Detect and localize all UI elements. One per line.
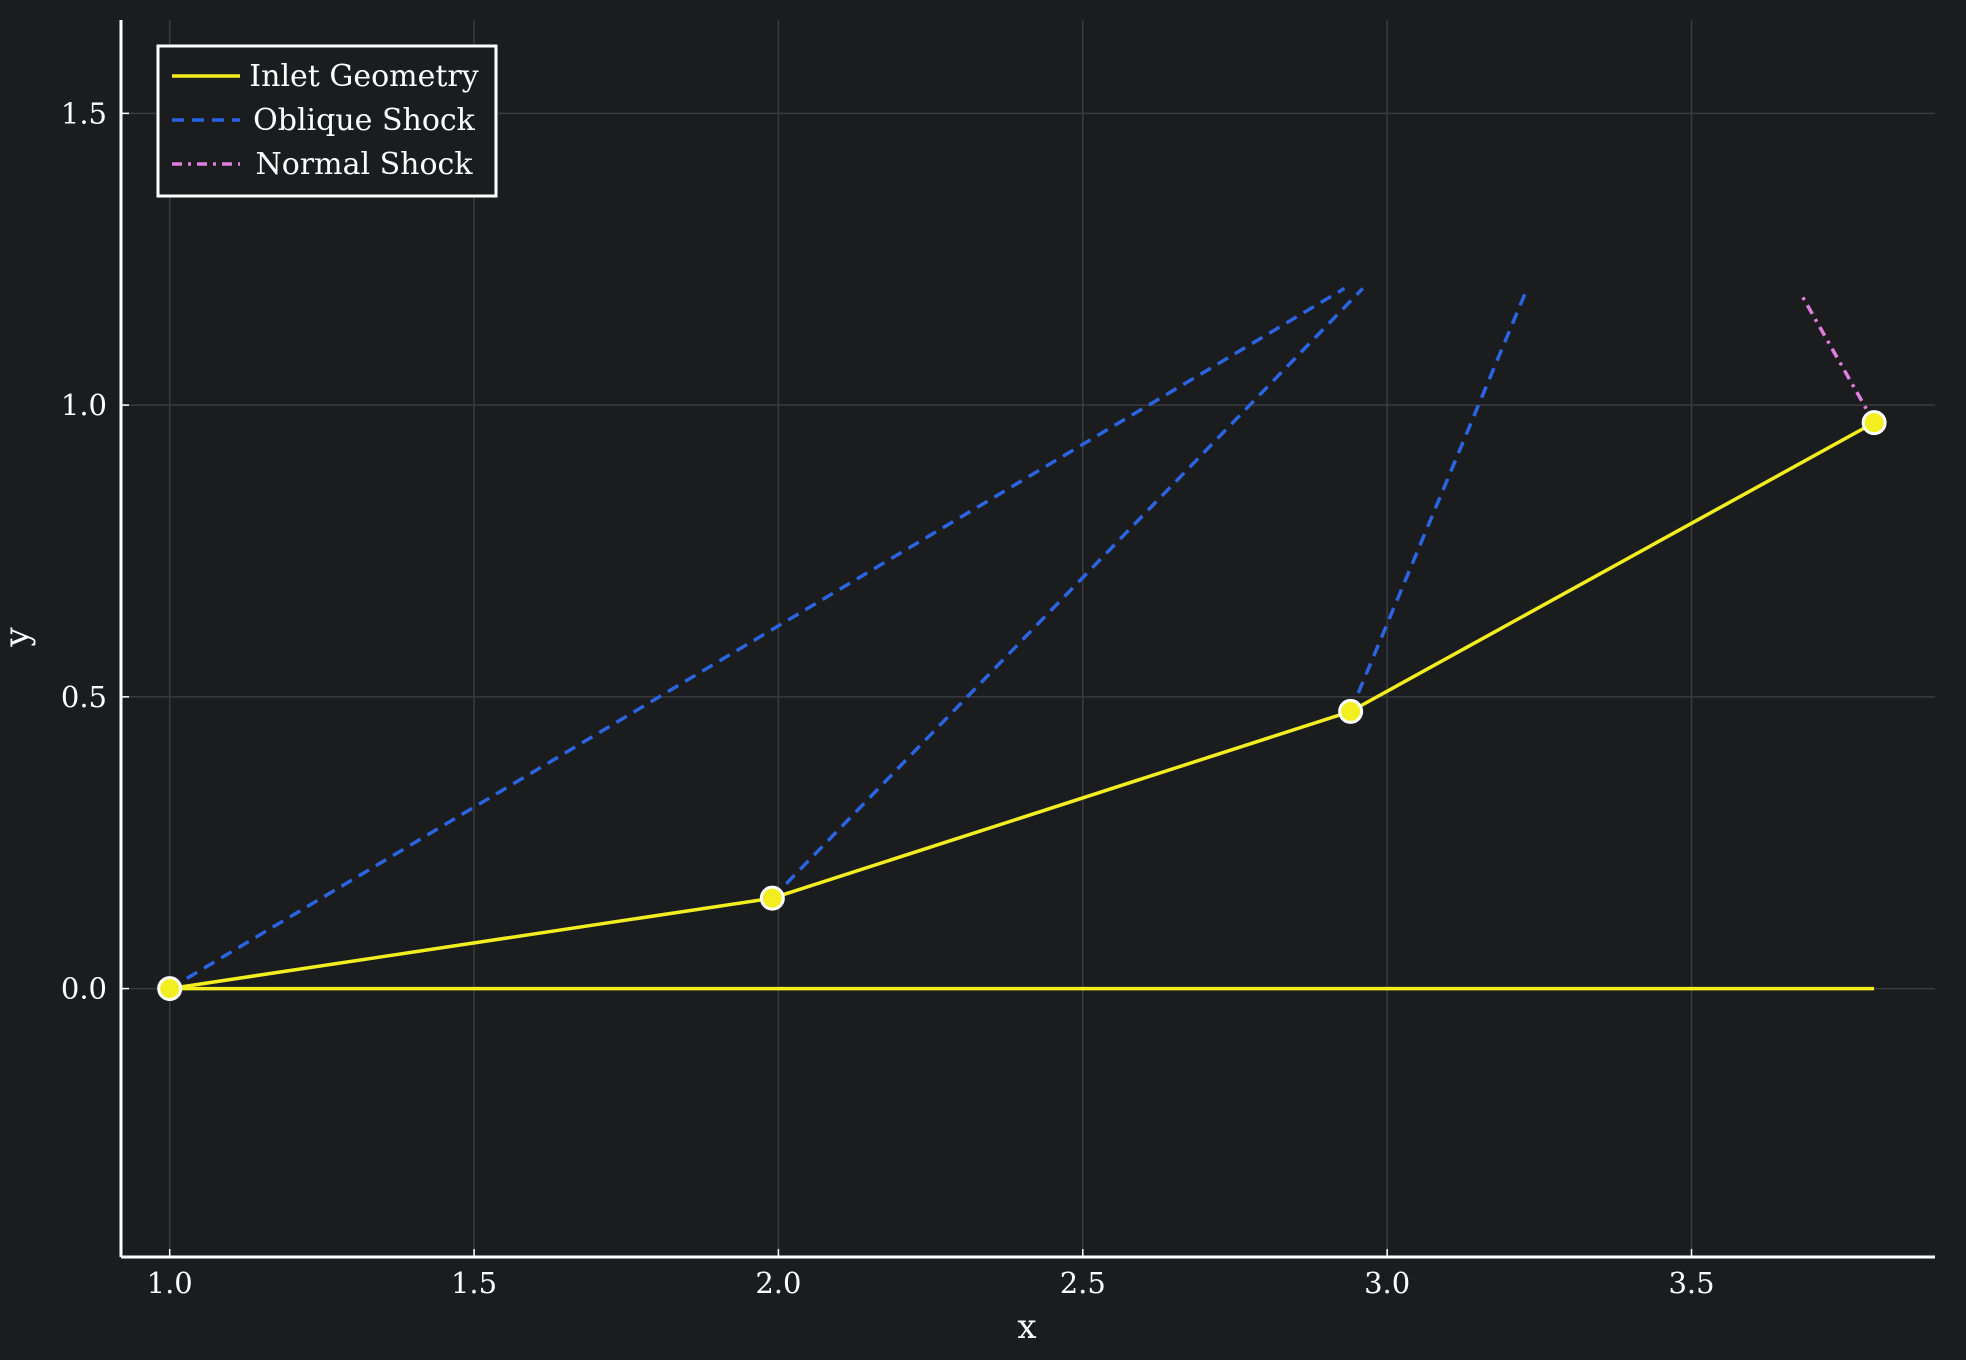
x-tick-label: 3.5 (1668, 1266, 1714, 1300)
x-tick-label: 1.0 (147, 1266, 193, 1300)
y-axis-title: y (0, 627, 37, 648)
series-layer (168, 286, 1876, 991)
marker-layer (157, 410, 1887, 1002)
inlet-geometry-marker (759, 885, 785, 911)
axes (119, 20, 1935, 1259)
inlet-geometry-marker (157, 976, 183, 1002)
inlet-geometry-marker (1861, 410, 1887, 436)
oblique-shock-line (1348, 287, 1529, 713)
x-tick-label: 1.5 (451, 1266, 497, 1300)
x-tick-label: 3.0 (1364, 1266, 1410, 1300)
inlet-geometry-marker (1338, 698, 1364, 724)
x-tick-label: 2.0 (755, 1266, 801, 1300)
oblique-shock-line (168, 286, 1346, 991)
y-tick-label: 0.0 (61, 972, 107, 1006)
x-tick-label: 2.5 (1060, 1266, 1106, 1300)
legend: Inlet Geometry Oblique Shock Normal Shock (156, 44, 498, 198)
grid-lines (121, 20, 1935, 1257)
inlet-geometry-line (169, 421, 1875, 991)
oblique-shock-line (771, 287, 1365, 900)
y-tick-label: 0.5 (61, 680, 107, 714)
y-tick-label: 1.5 (61, 96, 107, 130)
y-tick-label: 1.0 (61, 388, 107, 422)
x-axis-title: x (1017, 1307, 1036, 1347)
tick-labels: 1.0 1.5 2.0 2.5 3.0 3.5 0.0 0.5 1.0 1.5 (61, 96, 1715, 1300)
legend-label-inlet-geometry: Inlet Geometry (249, 59, 478, 94)
legend-label-oblique-shock: Oblique Shock (253, 103, 476, 138)
legend-label-normal-shock: Normal Shock (255, 147, 473, 182)
normal-shock-line (1799, 293, 1876, 424)
